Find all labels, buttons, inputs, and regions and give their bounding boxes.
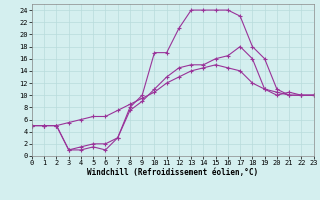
- X-axis label: Windchill (Refroidissement éolien,°C): Windchill (Refroidissement éolien,°C): [87, 168, 258, 177]
